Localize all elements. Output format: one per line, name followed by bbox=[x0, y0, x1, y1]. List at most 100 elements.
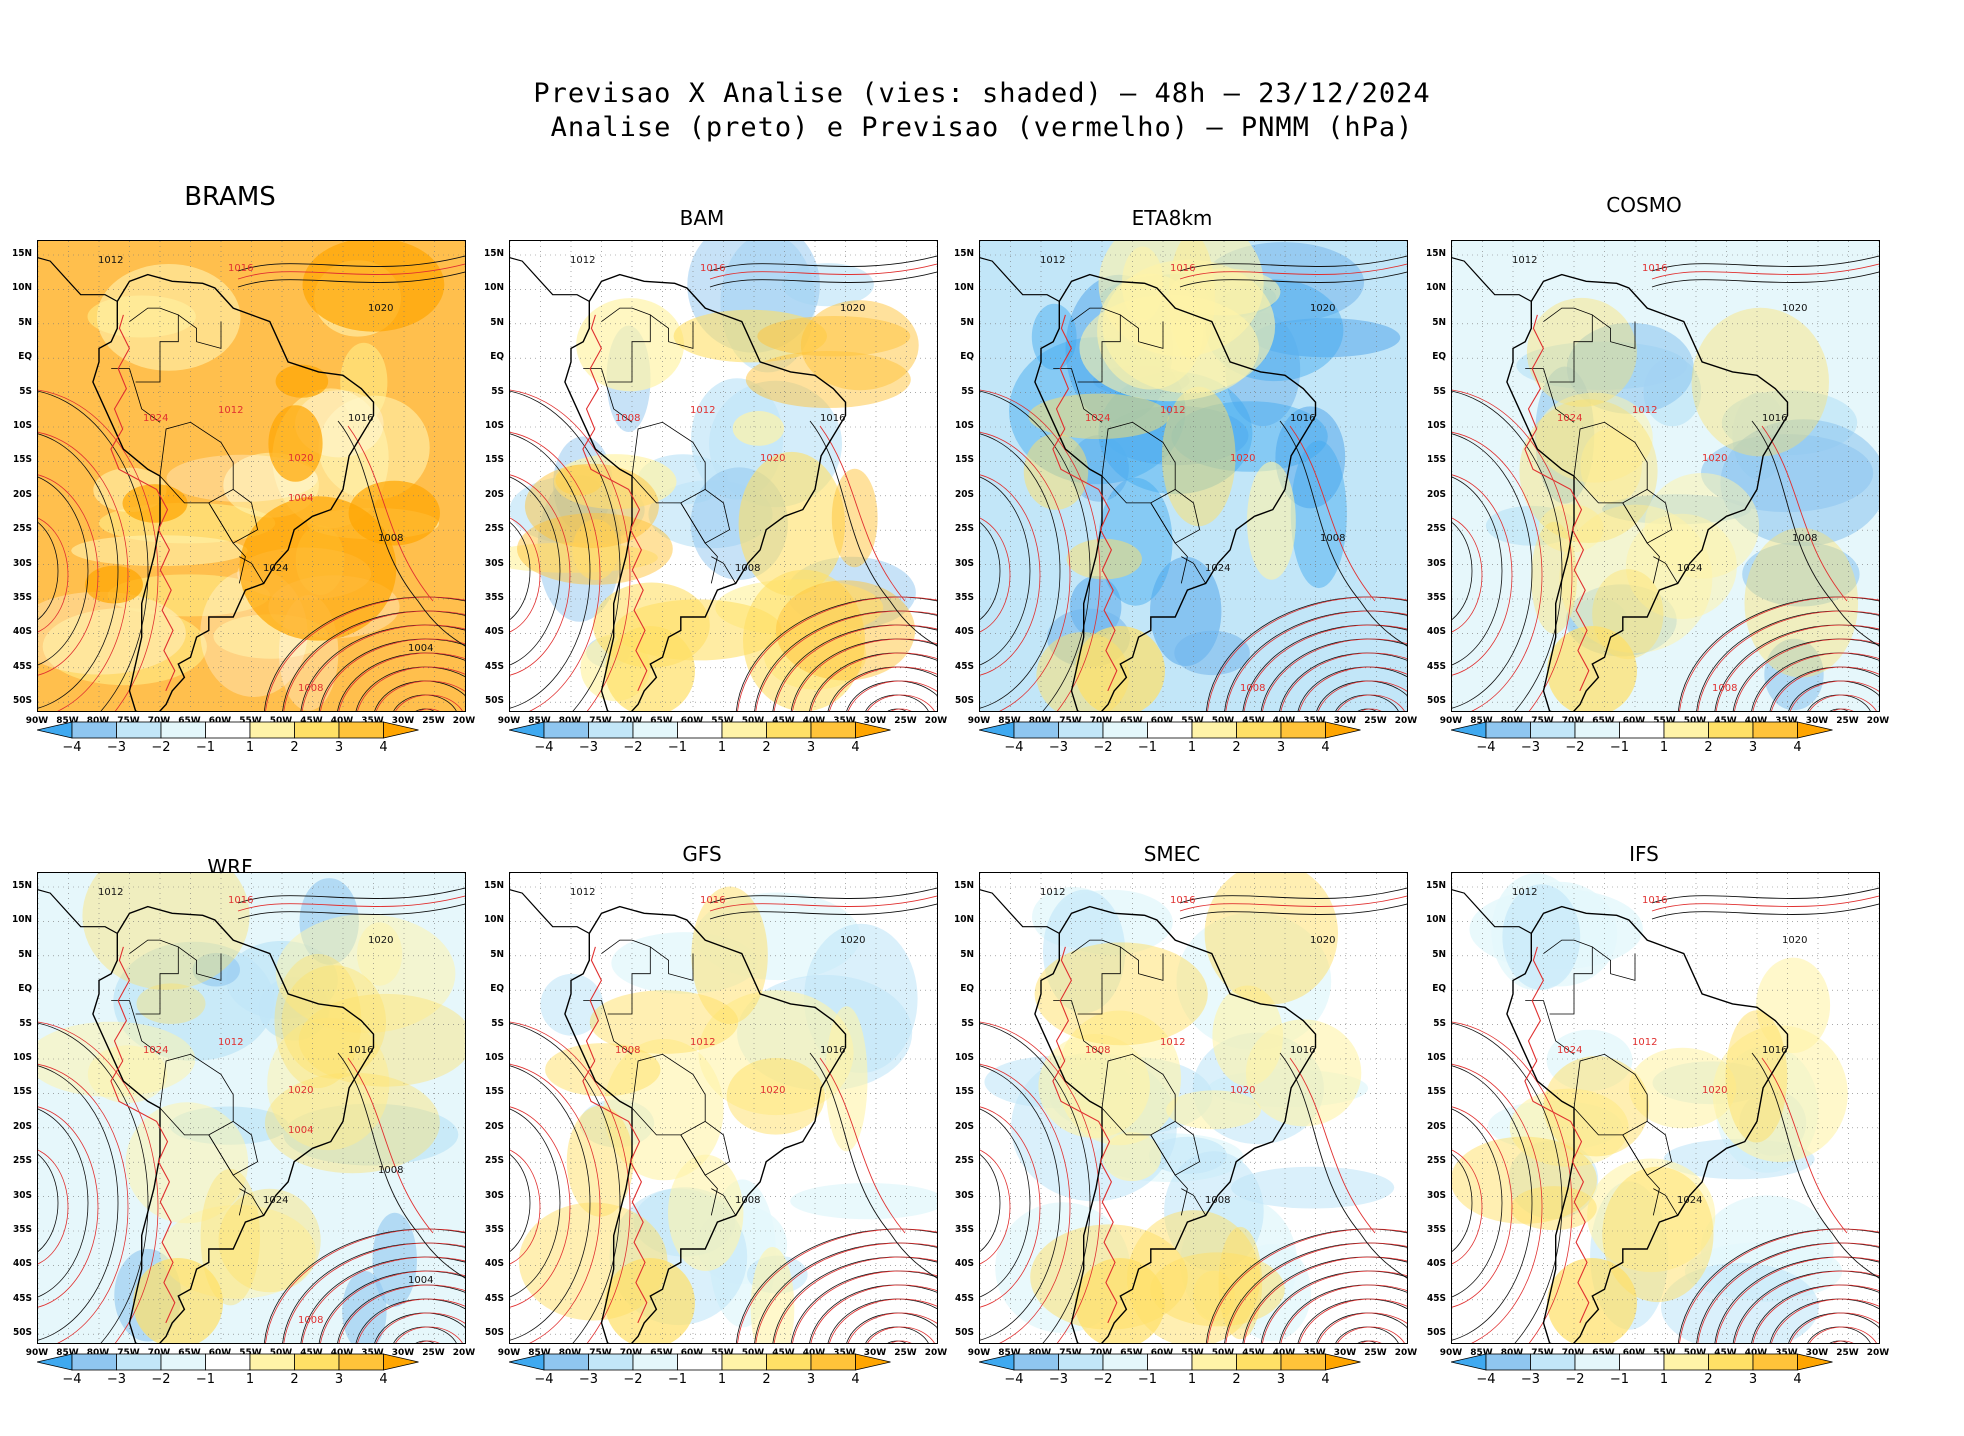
bias-shade bbox=[1566, 322, 1694, 414]
lat-tick-label: 25S bbox=[13, 523, 32, 535]
panel-title: BAM bbox=[679, 206, 725, 230]
bias-shade bbox=[1538, 504, 1604, 553]
colorbar-segment bbox=[249, 721, 295, 739]
map-panel-bam: BAM 15N 10N 5N EQ 5S 10S 15S 20S 25S 30S 35S 40S 45S 5… bbox=[472, 188, 947, 758]
bias-shade bbox=[1580, 428, 1642, 504]
lon-tick-label: 45W bbox=[300, 716, 323, 726]
bias-shade bbox=[732, 411, 785, 446]
bias-shade bbox=[726, 1058, 825, 1135]
bias-shade bbox=[42, 608, 207, 686]
lat-tick-label: 35S bbox=[955, 1224, 974, 1235]
lon-tick-label: 20W bbox=[924, 1348, 948, 1358]
lon-tick-label: 70W bbox=[1089, 1348, 1113, 1358]
colorbar-label: 1 bbox=[1659, 1372, 1669, 1387]
lon-tick-label: 50W bbox=[741, 1348, 765, 1358]
map-svg: 1012 1012 1016 1016 1020 1020 1008 1008 bbox=[510, 241, 937, 711]
colorbar: −4 −3 −2 −1 1 2 3 4 bbox=[36, 720, 464, 770]
lat-tick-label: 25S bbox=[13, 1155, 32, 1167]
lon-tick-label: 90W bbox=[25, 1348, 49, 1358]
colorbar-segment bbox=[1147, 1353, 1193, 1371]
isobar-label: 1016 bbox=[1642, 895, 1667, 906]
isobar-label: 1020 bbox=[288, 1085, 313, 1096]
colorbar-label: 3 bbox=[1276, 740, 1286, 755]
coastline bbox=[1034, 273, 1317, 711]
colorbar-segment bbox=[1013, 721, 1059, 739]
bias-shade bbox=[1161, 386, 1236, 527]
lat-tick-label: 25S bbox=[1427, 1155, 1446, 1167]
bias-shade bbox=[524, 463, 659, 549]
isobar-label: 1012 bbox=[570, 255, 595, 266]
lon-tick-label: 40W bbox=[1744, 716, 1768, 726]
panel-title: IFS bbox=[1629, 842, 1659, 866]
map-svg: 1012 1012 1016 1016 1020 1020 1024 1024 1008 1008 bbox=[980, 241, 1407, 711]
lon-tick-label: 40W bbox=[1272, 1348, 1296, 1358]
colorbar-label: −3 bbox=[1048, 740, 1069, 755]
lon-tick-label: 50W bbox=[269, 716, 293, 726]
lon-tick-label: 50W bbox=[1683, 1348, 1707, 1358]
bias-shade bbox=[1023, 433, 1089, 510]
map-area: 1012 1012 1016 1016 1020 1020 1024 1024 1008 1008… bbox=[37, 872, 466, 1344]
colorbar-segment bbox=[588, 721, 634, 739]
bias-shade bbox=[1069, 576, 1122, 638]
lat-tick-label: EQ bbox=[490, 983, 504, 995]
coastline bbox=[564, 905, 847, 1343]
colorbar-segment bbox=[116, 1353, 162, 1371]
bias-shade bbox=[218, 1188, 321, 1293]
colorbar-segment bbox=[1236, 721, 1282, 739]
colorbar-label: 2 bbox=[762, 1372, 771, 1387]
lon-tick-label: 65W bbox=[650, 716, 673, 726]
lat-tick-label: 20S bbox=[955, 1120, 974, 1132]
lon-tick-label: 85W bbox=[528, 716, 551, 726]
isobar-label: 1024 bbox=[263, 563, 288, 574]
isobar-label: 1016 bbox=[820, 1045, 845, 1056]
bias-shade bbox=[1245, 1019, 1362, 1127]
colorbar-arrow-right bbox=[1797, 1353, 1833, 1371]
isobar-label: 1020 bbox=[1230, 1085, 1255, 1096]
colorbar-svg bbox=[508, 721, 891, 739]
isobar-label: 1020 bbox=[368, 935, 393, 946]
lat-tick-label: 15S bbox=[13, 1086, 32, 1098]
colorbar-segment bbox=[1236, 1353, 1282, 1371]
bias-shade bbox=[1531, 521, 1577, 634]
colorbar-segment bbox=[249, 1353, 295, 1371]
lat-tick-label: 15N bbox=[953, 880, 974, 891]
isobar-label: 1008 bbox=[735, 1195, 760, 1206]
lon-tick-label: 60W bbox=[208, 1348, 232, 1358]
bias-shade bbox=[268, 405, 323, 482]
colorbar-label: 3 bbox=[806, 740, 816, 755]
isobar-label: 1024 bbox=[1557, 1045, 1582, 1056]
lat-tick-label: 20S bbox=[1427, 488, 1446, 500]
lat-tick-label: 15N bbox=[1425, 248, 1446, 259]
lon-tick-label: 20W bbox=[1394, 1348, 1418, 1358]
colorbar-label: 2 bbox=[290, 1372, 299, 1387]
lat-tick-label: EQ bbox=[490, 351, 504, 363]
colorbar-label: 4 bbox=[1321, 1372, 1330, 1387]
lon-tick-label: 45W bbox=[772, 1348, 795, 1358]
bias-shade bbox=[38, 591, 186, 675]
bias-shade bbox=[200, 1168, 260, 1306]
lon-tick-label: 35W bbox=[1775, 1348, 1798, 1358]
bias-shade bbox=[85, 565, 143, 604]
lon-tick-label: 75W bbox=[589, 1348, 612, 1358]
lon-tick-label: 60W bbox=[680, 716, 704, 726]
colorbar-label: 1 bbox=[717, 1372, 727, 1387]
colorbar-segment bbox=[766, 721, 812, 739]
colorbar-label: −1 bbox=[1137, 1372, 1158, 1387]
isobar-label: 1012 bbox=[218, 1037, 243, 1048]
colorbar-label: 4 bbox=[379, 740, 388, 755]
lat-tick-label: 5S bbox=[491, 1017, 504, 1029]
map-area: 1012 1012 1016 1016 1020 1020 1008 1008 bbox=[979, 872, 1408, 1344]
map-svg: 1012 1012 1016 1016 1020 1020 1024 1024 1008 1008 bbox=[1452, 241, 1879, 711]
lon-tick-label: 35W bbox=[1303, 716, 1326, 726]
map-panel-gfs: GFS 15N 10N 5N EQ 5S 10S 15S 20S 25S 30S 35S 40S 45S 5… bbox=[472, 820, 947, 1390]
colorbar-label: −1 bbox=[195, 740, 216, 755]
colorbar-svg bbox=[1450, 1353, 1833, 1371]
colorbar-label: 2 bbox=[1704, 740, 1713, 755]
bias-shade bbox=[1028, 393, 1169, 439]
lat-tick-label: 20S bbox=[1427, 1120, 1446, 1132]
colorbar-label: −4 bbox=[1004, 740, 1024, 755]
lon-tick-label: 55W bbox=[239, 1348, 262, 1358]
colorbar-label: 2 bbox=[1232, 740, 1241, 755]
lat-tick-label: 50S bbox=[485, 1327, 504, 1339]
colorbar-label: 3 bbox=[1748, 1372, 1758, 1387]
